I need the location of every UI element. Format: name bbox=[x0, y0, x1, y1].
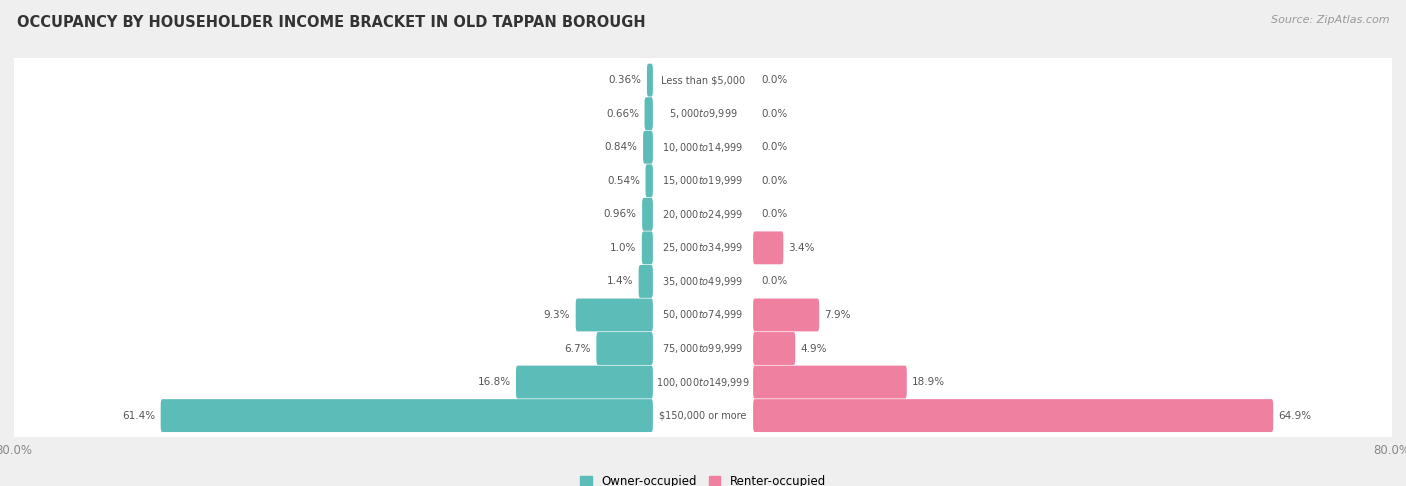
FancyBboxPatch shape bbox=[643, 131, 652, 164]
Text: $20,000 to $24,999: $20,000 to $24,999 bbox=[662, 208, 744, 221]
FancyBboxPatch shape bbox=[3, 255, 1403, 308]
Text: 0.66%: 0.66% bbox=[606, 109, 640, 119]
FancyBboxPatch shape bbox=[647, 64, 652, 97]
Text: 1.0%: 1.0% bbox=[610, 243, 637, 253]
Text: 18.9%: 18.9% bbox=[912, 377, 945, 387]
FancyBboxPatch shape bbox=[3, 222, 1403, 274]
Text: 6.7%: 6.7% bbox=[565, 344, 591, 353]
FancyBboxPatch shape bbox=[575, 298, 652, 331]
Text: 7.9%: 7.9% bbox=[824, 310, 851, 320]
Text: 0.0%: 0.0% bbox=[762, 142, 787, 152]
FancyBboxPatch shape bbox=[754, 365, 907, 399]
FancyBboxPatch shape bbox=[160, 399, 652, 432]
Text: $35,000 to $49,999: $35,000 to $49,999 bbox=[662, 275, 744, 288]
FancyBboxPatch shape bbox=[596, 332, 652, 365]
Text: 64.9%: 64.9% bbox=[1278, 411, 1312, 420]
FancyBboxPatch shape bbox=[754, 231, 783, 264]
Text: 0.96%: 0.96% bbox=[603, 209, 637, 219]
Text: 0.0%: 0.0% bbox=[762, 75, 787, 85]
FancyBboxPatch shape bbox=[3, 54, 1403, 106]
Text: $75,000 to $99,999: $75,000 to $99,999 bbox=[662, 342, 744, 355]
FancyBboxPatch shape bbox=[644, 97, 652, 130]
FancyBboxPatch shape bbox=[641, 231, 652, 264]
FancyBboxPatch shape bbox=[638, 265, 652, 298]
Legend: Owner-occupied, Renter-occupied: Owner-occupied, Renter-occupied bbox=[579, 475, 827, 486]
Text: $50,000 to $74,999: $50,000 to $74,999 bbox=[662, 309, 744, 321]
FancyBboxPatch shape bbox=[645, 164, 652, 197]
Text: $25,000 to $34,999: $25,000 to $34,999 bbox=[662, 242, 744, 254]
Text: 0.0%: 0.0% bbox=[762, 176, 787, 186]
Text: 16.8%: 16.8% bbox=[478, 377, 510, 387]
Text: Less than $5,000: Less than $5,000 bbox=[661, 75, 745, 85]
Text: 0.36%: 0.36% bbox=[609, 75, 641, 85]
Text: $5,000 to $9,999: $5,000 to $9,999 bbox=[669, 107, 737, 120]
FancyBboxPatch shape bbox=[754, 298, 820, 331]
Text: 0.0%: 0.0% bbox=[762, 209, 787, 219]
FancyBboxPatch shape bbox=[3, 356, 1403, 408]
Text: 0.84%: 0.84% bbox=[605, 142, 638, 152]
FancyBboxPatch shape bbox=[516, 365, 652, 399]
FancyBboxPatch shape bbox=[3, 322, 1403, 375]
Text: 0.0%: 0.0% bbox=[762, 109, 787, 119]
FancyBboxPatch shape bbox=[3, 389, 1403, 442]
Text: 0.54%: 0.54% bbox=[607, 176, 640, 186]
Text: 61.4%: 61.4% bbox=[122, 411, 155, 420]
FancyBboxPatch shape bbox=[3, 188, 1403, 241]
Text: Source: ZipAtlas.com: Source: ZipAtlas.com bbox=[1271, 15, 1389, 25]
FancyBboxPatch shape bbox=[754, 399, 1274, 432]
Text: 1.4%: 1.4% bbox=[607, 277, 633, 286]
FancyBboxPatch shape bbox=[3, 87, 1403, 140]
Text: 4.9%: 4.9% bbox=[800, 344, 827, 353]
Text: $150,000 or more: $150,000 or more bbox=[659, 411, 747, 420]
FancyBboxPatch shape bbox=[754, 332, 796, 365]
Text: 0.0%: 0.0% bbox=[762, 277, 787, 286]
Text: $10,000 to $14,999: $10,000 to $14,999 bbox=[662, 141, 744, 154]
Text: OCCUPANCY BY HOUSEHOLDER INCOME BRACKET IN OLD TAPPAN BOROUGH: OCCUPANCY BY HOUSEHOLDER INCOME BRACKET … bbox=[17, 15, 645, 30]
Text: 3.4%: 3.4% bbox=[789, 243, 815, 253]
FancyBboxPatch shape bbox=[3, 121, 1403, 174]
Text: $100,000 to $149,999: $100,000 to $149,999 bbox=[657, 376, 749, 388]
Text: 9.3%: 9.3% bbox=[544, 310, 571, 320]
FancyBboxPatch shape bbox=[3, 155, 1403, 207]
FancyBboxPatch shape bbox=[643, 198, 652, 231]
Text: $15,000 to $19,999: $15,000 to $19,999 bbox=[662, 174, 744, 187]
FancyBboxPatch shape bbox=[3, 289, 1403, 341]
